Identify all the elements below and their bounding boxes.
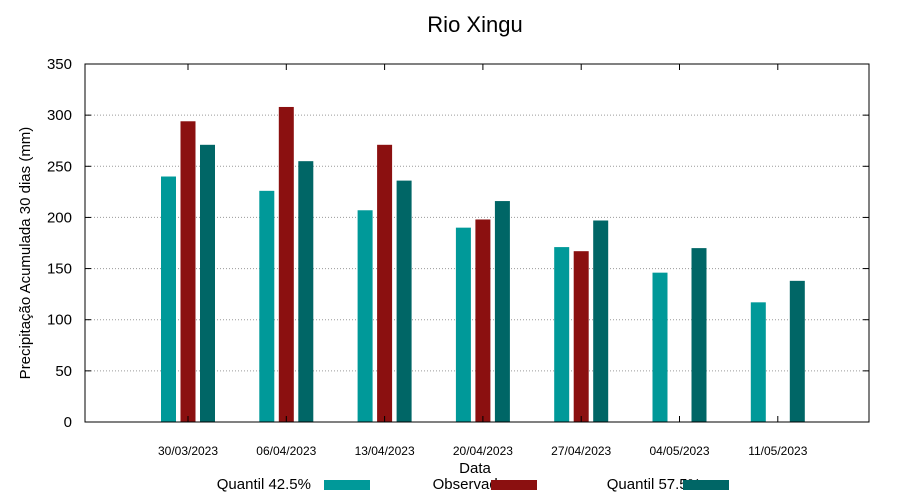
bar xyxy=(161,176,176,422)
bar xyxy=(298,161,314,422)
y-tick-label: 0 xyxy=(64,414,72,431)
legend-label: Observado xyxy=(433,476,506,493)
legend-swatch xyxy=(491,480,537,490)
y-axis-label: Precipitação Acumulada 30 dias (mm) xyxy=(17,127,34,380)
bar xyxy=(652,272,668,422)
bars xyxy=(161,106,805,423)
x-axis-label: Data xyxy=(459,460,491,477)
y-axis-ticks: 0 50 100 150 200 250 300 350 xyxy=(47,56,869,431)
bar xyxy=(396,180,412,422)
bar xyxy=(554,247,570,422)
bar xyxy=(200,144,215,422)
legend: Quantil 42.5% Observado Quantil 57.5% xyxy=(217,476,729,493)
plot-frame xyxy=(84,63,870,423)
x-tick-label: 11/05/2023 xyxy=(748,444,807,458)
x-tick-label: 27/04/2023 xyxy=(551,444,611,458)
bar xyxy=(278,106,294,423)
bar xyxy=(494,201,510,422)
bar xyxy=(789,280,805,422)
x-tick-label: 04/05/2023 xyxy=(649,444,709,458)
x-tick-label: 20/04/2023 xyxy=(453,444,513,458)
bar xyxy=(691,248,707,422)
bar xyxy=(180,121,196,422)
bar xyxy=(377,144,393,422)
x-tick-label: 30/03/2023 xyxy=(158,444,218,458)
legend-label: Quantil 42.5% xyxy=(217,476,311,493)
bar xyxy=(259,190,275,422)
y-tick-label: 350 xyxy=(47,56,72,73)
y-tick-label: 200 xyxy=(47,209,72,226)
bar xyxy=(475,219,491,422)
bar xyxy=(455,227,471,422)
bar xyxy=(750,302,766,422)
y-tick-label: 150 xyxy=(47,261,72,278)
x-tick-label: 13/04/2023 xyxy=(355,444,415,458)
chart-title: Rio Xingu xyxy=(427,12,522,37)
bar xyxy=(573,251,589,422)
y-tick-label: 100 xyxy=(47,312,72,329)
bar xyxy=(593,220,609,422)
x-axis-ticks: 30/03/2023 06/04/2023 13/04/2023 20/04/2023… xyxy=(158,64,808,458)
x-tick-label: 06/04/2023 xyxy=(256,444,316,458)
y-tick-label: 300 xyxy=(47,107,72,124)
legend-label: Quantil 57.5% xyxy=(607,476,701,493)
bar xyxy=(357,210,373,422)
y-tick-label: 250 xyxy=(47,158,72,175)
legend-swatch xyxy=(683,480,729,490)
legend-swatch xyxy=(324,480,370,490)
y-tick-label: 50 xyxy=(55,363,72,380)
